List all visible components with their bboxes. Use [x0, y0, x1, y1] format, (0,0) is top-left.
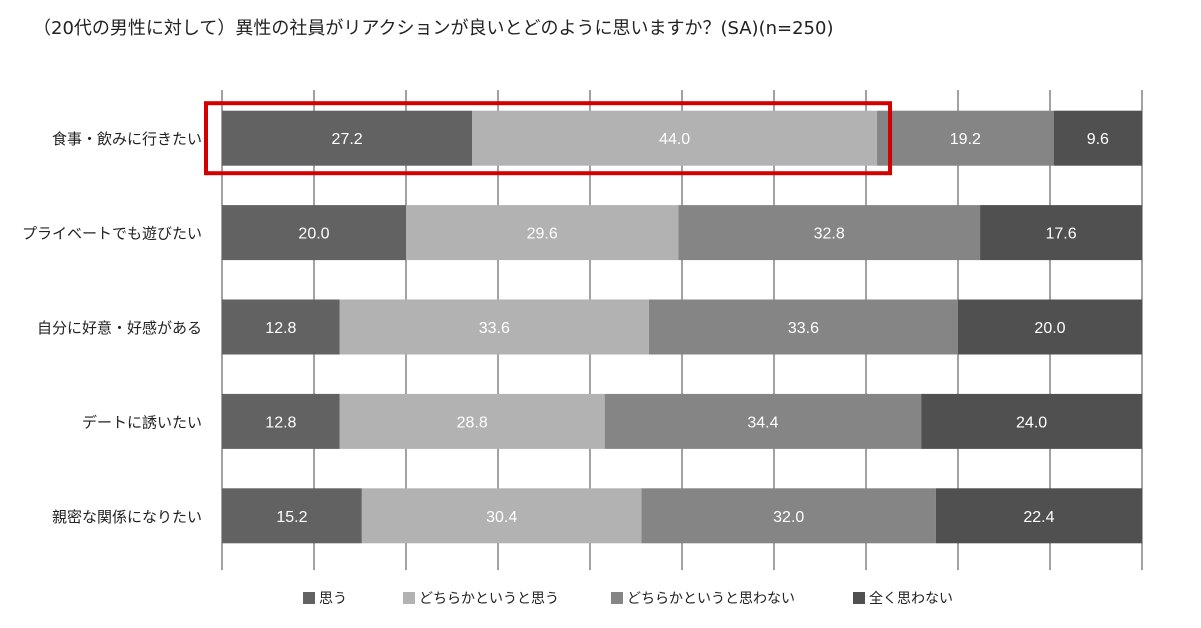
- bar-segment: [678, 205, 981, 261]
- bar-segment: [222, 110, 473, 166]
- data-label: 20.0: [298, 226, 329, 243]
- category-label: デートに誘いたい: [82, 413, 202, 431]
- bar-segment: [222, 393, 340, 449]
- data-label: 22.4: [1023, 509, 1054, 526]
- data-label: 27.2: [332, 131, 363, 148]
- bar-segment: [1053, 110, 1142, 166]
- data-label: 15.2: [276, 509, 307, 526]
- bar-segment: [641, 488, 936, 544]
- legend-swatch: [403, 592, 415, 604]
- bar-segment: [406, 205, 679, 261]
- data-label: 44.0: [659, 131, 690, 148]
- bars: 27.2 44.0 19.2 9.6 20.0 29.6 32.8 17.6 12.8 33.6 3…: [222, 110, 1142, 544]
- data-label: 28.8: [457, 414, 488, 431]
- data-label: 20.0: [1034, 320, 1065, 337]
- bar-segment: [361, 488, 642, 544]
- category-label: プライベートでも遊びたい: [22, 225, 202, 243]
- bar-segment: [339, 299, 649, 355]
- data-label: 34.4: [747, 414, 778, 431]
- bar-segment: [222, 488, 362, 544]
- highlight-box: [204, 101, 893, 176]
- data-label: 30.4: [486, 509, 517, 526]
- data-label: 17.6: [1045, 226, 1076, 243]
- bar-segment: [935, 488, 1142, 544]
- legend-label: どちらかというと思う: [419, 591, 559, 607]
- category-label: 親密な関係になりたい: [52, 508, 202, 526]
- data-label: 19.2: [950, 131, 981, 148]
- legend: 思う どちらかというと思う どちらかというと思わない 全く思わない: [303, 590, 953, 607]
- bar-segment: [222, 205, 406, 261]
- bar-segment: [648, 299, 958, 355]
- chart-title: （20代の男性に対して）異性の社員がリアクションが良いとどのように思いますか？(…: [33, 18, 834, 39]
- legend-swatch: [611, 592, 623, 604]
- bar-segment: [472, 110, 878, 166]
- category-labels: 食事・飲みに行きたいプライベートでも遊びたい自分に好意・好感があるデートに誘いた…: [22, 130, 202, 526]
- bar-segment: [980, 205, 1142, 261]
- legend-label: 思う: [319, 591, 347, 607]
- data-label: 12.8: [265, 320, 296, 337]
- data-label: 32.8: [814, 226, 845, 243]
- bar-segment: [339, 393, 605, 449]
- highlight-rect: [204, 101, 893, 176]
- legend-swatch: [853, 592, 865, 604]
- bar-segment: [222, 299, 340, 355]
- bar-segment: [604, 393, 922, 449]
- data-label: 12.8: [265, 414, 296, 431]
- legend-swatch: [303, 592, 315, 604]
- data-label: 29.6: [527, 226, 558, 243]
- data-label: 24.0: [1016, 414, 1047, 431]
- legend-label: 全く思わない: [869, 590, 953, 607]
- data-label: 33.6: [479, 320, 510, 337]
- data-label: 33.6: [788, 320, 819, 337]
- legend-label: どちらかというと思わない: [627, 591, 795, 607]
- bar-segment: [958, 299, 1142, 355]
- category-label: 自分に好意・好感がある: [37, 319, 202, 337]
- data-label: 9.6: [1087, 131, 1109, 148]
- data-label: 32.0: [773, 509, 804, 526]
- category-label: 食事・飲みに行きたい: [52, 130, 202, 148]
- bar-segment: [921, 393, 1142, 449]
- bar-segment: [877, 110, 1054, 166]
